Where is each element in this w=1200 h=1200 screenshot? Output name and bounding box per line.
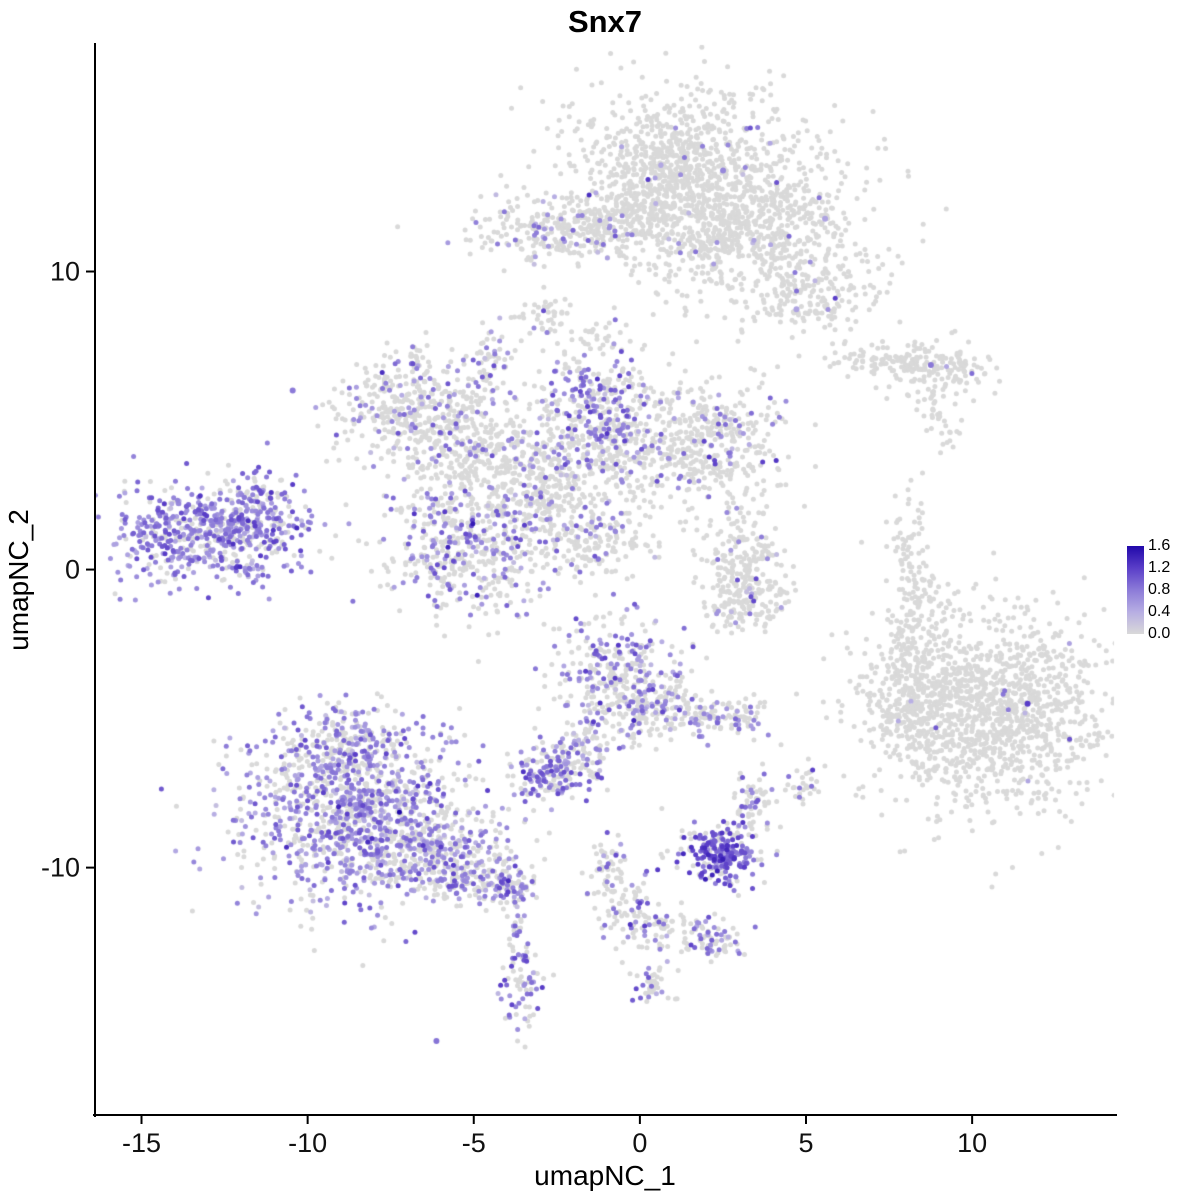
y-tick-group: -10 0 10 bbox=[41, 257, 95, 883]
x-tick-group: -15 -10 -5 0 5 10 bbox=[122, 1115, 987, 1158]
color-legend: 1.6 1.2 0.8 0.4 0.0 bbox=[1122, 537, 1198, 642]
x-axis-title: umapNC_1 bbox=[534, 1160, 676, 1191]
legend-gradient-bar bbox=[1127, 546, 1144, 634]
legend-tick-label: 1.2 bbox=[1148, 559, 1171, 576]
legend-tick-label: 1.6 bbox=[1148, 537, 1171, 554]
y-tick-label: -10 bbox=[41, 853, 80, 883]
legend-tick-label: 0.4 bbox=[1148, 603, 1171, 620]
legend-tick-label: 0.0 bbox=[1148, 625, 1171, 642]
x-tick-label: -10 bbox=[288, 1128, 327, 1158]
y-tick-label: 10 bbox=[50, 257, 80, 287]
y-tick-label: 0 bbox=[65, 555, 80, 585]
x-tick-label: 5 bbox=[798, 1128, 813, 1158]
legend-tick-label: 0.8 bbox=[1148, 581, 1171, 598]
x-tick-label: -5 bbox=[462, 1128, 486, 1158]
y-axis-title: umapNC_2 bbox=[3, 509, 34, 651]
x-tick-label: -15 bbox=[122, 1128, 161, 1158]
x-tick-label: 0 bbox=[632, 1128, 647, 1158]
x-tick-label: 10 bbox=[957, 1128, 987, 1158]
